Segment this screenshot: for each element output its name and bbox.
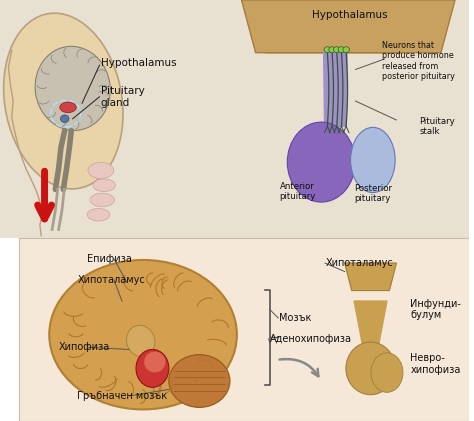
Ellipse shape — [346, 342, 395, 395]
Text: Posterior
pituitary: Posterior pituitary — [354, 184, 392, 203]
Circle shape — [343, 47, 349, 53]
Text: Инфунди-
булум: Инфунди- булум — [410, 298, 461, 320]
Circle shape — [338, 47, 345, 53]
Text: Neurons that
produce hormone
released from
posterior pituitary: Neurons that produce hormone released fr… — [382, 41, 455, 81]
Ellipse shape — [90, 193, 114, 207]
Polygon shape — [324, 53, 347, 126]
FancyBboxPatch shape — [0, 0, 469, 238]
Ellipse shape — [136, 349, 169, 387]
Text: Епифиза: Епифиза — [87, 254, 132, 264]
Polygon shape — [345, 263, 396, 290]
Ellipse shape — [169, 354, 230, 408]
Text: Hypothalamus: Hypothalamus — [312, 10, 388, 20]
Ellipse shape — [371, 353, 403, 392]
Text: Хипоталамус: Хипоталамус — [326, 258, 394, 268]
FancyBboxPatch shape — [19, 238, 469, 421]
Ellipse shape — [60, 102, 76, 112]
Text: Гръбначен мозък: Гръбначен мозък — [77, 391, 167, 401]
Text: Аденохипофиза: Аденохипофиза — [270, 334, 352, 344]
Ellipse shape — [49, 260, 237, 409]
Ellipse shape — [35, 46, 110, 131]
Text: Anterior
pituitary: Anterior pituitary — [280, 182, 316, 201]
Circle shape — [334, 47, 340, 53]
Polygon shape — [354, 301, 387, 343]
Ellipse shape — [144, 352, 165, 373]
Ellipse shape — [4, 13, 123, 189]
Ellipse shape — [87, 208, 110, 221]
Circle shape — [324, 47, 331, 53]
Ellipse shape — [351, 127, 395, 193]
Circle shape — [329, 47, 336, 53]
Ellipse shape — [88, 163, 114, 179]
Text: Pituitary
stalk: Pituitary stalk — [419, 117, 455, 136]
Ellipse shape — [287, 122, 356, 202]
Text: Неврo-
хипофиза: Неврo- хипофиза — [410, 353, 461, 375]
Text: Хипофиза: Хипофиза — [59, 342, 110, 352]
Text: Pituitary
gland: Pituitary gland — [101, 86, 145, 108]
Ellipse shape — [127, 325, 155, 357]
Text: Хипоталамус: Хипоталамус — [77, 275, 145, 285]
Text: Hypothalamus: Hypothalamus — [101, 58, 176, 68]
Polygon shape — [242, 0, 455, 53]
Text: Мозък: Мозък — [279, 313, 311, 323]
Ellipse shape — [93, 179, 115, 192]
Ellipse shape — [61, 115, 69, 123]
